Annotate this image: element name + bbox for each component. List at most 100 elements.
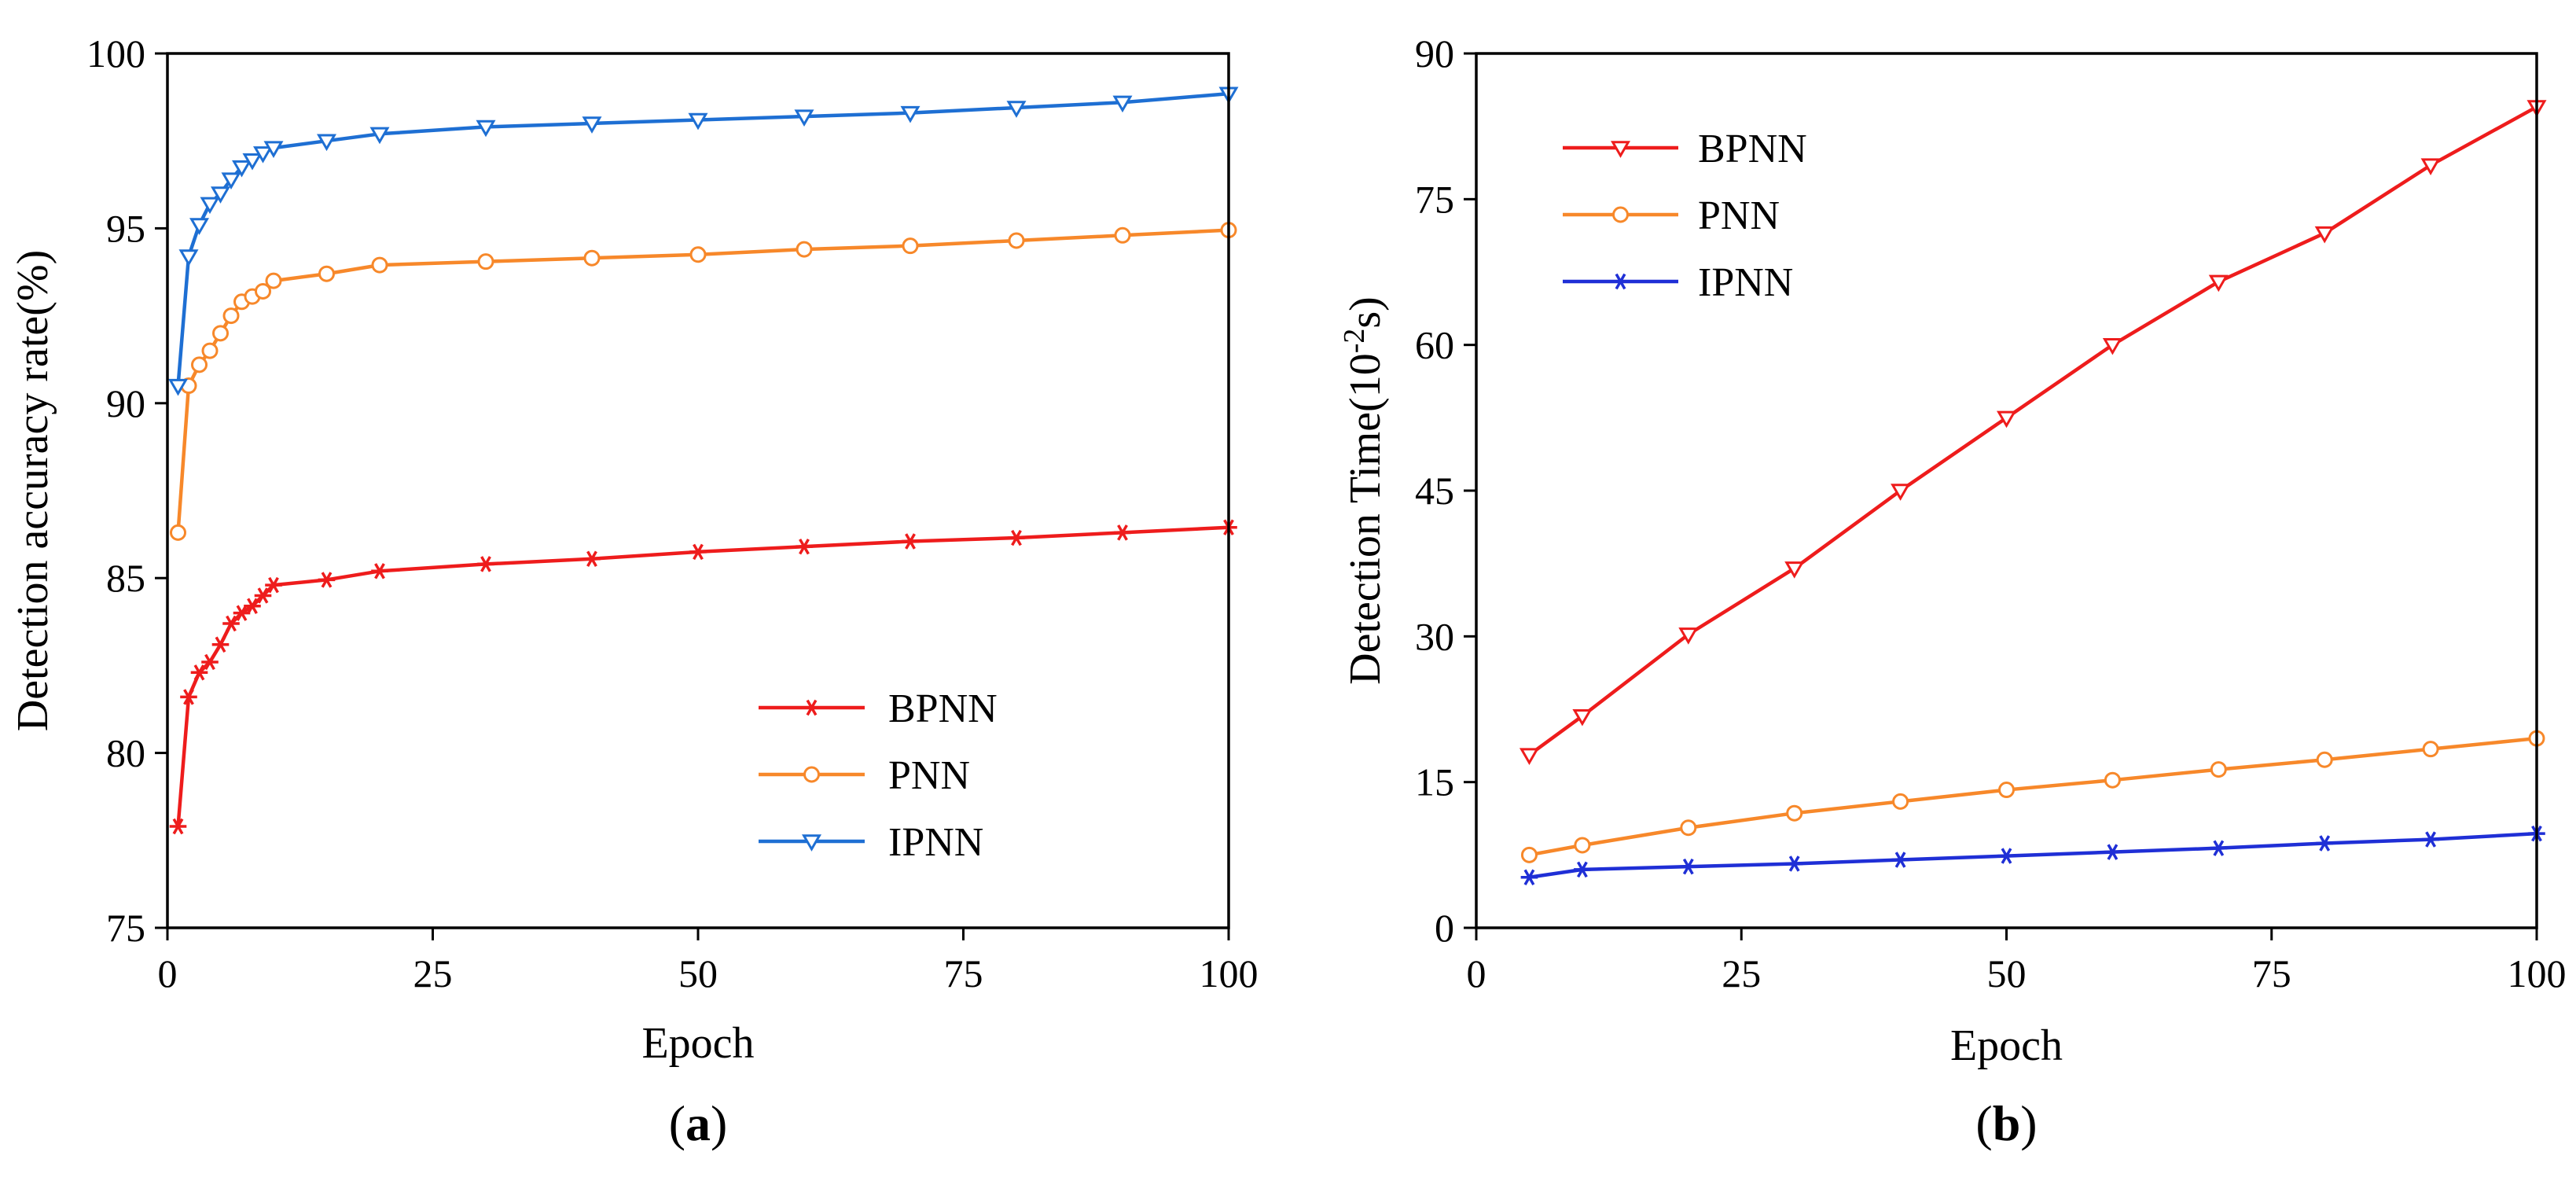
chart-a-pnn-line xyxy=(176,228,1229,533)
chart-a-x-axis-label: Epoch xyxy=(641,1019,754,1068)
chart-b-legend-ipnn-label: IPNN xyxy=(1698,260,1793,305)
chart-b-bpnn-point xyxy=(1678,627,1699,645)
chart-a-bpnn-point xyxy=(201,653,219,671)
chart-a-bpnn-point xyxy=(318,572,336,588)
chart-a-ipnn-point xyxy=(688,112,708,131)
chart-b-bpnn-point xyxy=(1996,410,2017,429)
chart-a-legend-bpnn-label: BPNN xyxy=(888,686,998,731)
chart-b-ipnn-point xyxy=(2316,835,2333,852)
chart-a-bpnn-point xyxy=(244,598,261,615)
chart-a-plot-frame xyxy=(166,52,1230,929)
chart-a-ipnn-point xyxy=(210,186,231,204)
chart-a-pnn-point xyxy=(212,325,229,342)
chart-a-y-tick-label: 75 xyxy=(106,906,145,950)
chart-a-legend-pnn-marker xyxy=(803,766,820,783)
chart-b-ipnn-point xyxy=(1520,869,1538,885)
chart-a-y-tick-label: 85 xyxy=(106,556,145,600)
chart-a-pnn-point xyxy=(689,246,707,263)
chart-a-ipnn-point xyxy=(242,153,263,171)
chart-a-ipnn-point xyxy=(582,116,602,134)
chart-a-y-tick-label: 95 xyxy=(106,206,145,250)
chart-a-bpnn-point xyxy=(211,636,230,653)
chart-b-y-tick-label: 45 xyxy=(1415,469,1454,513)
chart-b-x-tick-label: 0 xyxy=(1467,951,1486,995)
chart-a-x-tick-label: 75 xyxy=(944,951,983,995)
chart-a-legend-ipnn-label: IPNN xyxy=(888,820,983,865)
chart-b-legend-bpnn-marker xyxy=(1610,141,1631,158)
chart-a-ipnn-point xyxy=(263,141,284,158)
chart-a-bpnn-point xyxy=(689,543,707,561)
chart-b-x-tick-label: 100 xyxy=(2508,951,2567,995)
chart-a-panel-label: (a) xyxy=(669,1095,728,1151)
chart-a-y-axis-label: Detection accuracy rate(%) xyxy=(9,250,57,731)
chart-b-y-tick-label: 0 xyxy=(1435,906,1454,950)
chart-b-bpnn-point xyxy=(1891,484,1911,501)
chart-a-ipnn-point xyxy=(900,105,921,123)
chart-a-bpnn-point xyxy=(222,615,240,632)
chart-a-pnn-point xyxy=(191,356,208,373)
chart-a-ipnn-point xyxy=(476,120,496,138)
chart-a-pnn-point xyxy=(318,265,335,282)
chart-b-bpnn-point xyxy=(2420,158,2441,175)
chart-a-ipnn-point xyxy=(1006,101,1027,118)
chart-b-pnn-point xyxy=(2422,741,2439,758)
chart-a-ipnn-point xyxy=(167,378,189,396)
chart-b-pnn-point xyxy=(2210,761,2227,778)
chart-a-ipnn-point xyxy=(1112,95,1133,113)
chart-panel-b: 0 25 50 75 100 0 15 30 45 60 75 90 Epoch Detection Ti… xyxy=(1338,31,2567,1151)
chart-a-x-tick-label: 0 xyxy=(158,951,178,995)
chart-b-ipnn-point xyxy=(1785,855,1803,872)
chart-b-ipnn-point xyxy=(1891,852,1909,868)
chart-a-bpnn-point xyxy=(169,818,187,835)
chart-b-ipnn-point xyxy=(1680,858,1697,875)
chart-a-ipnn-point xyxy=(178,249,199,267)
chart-b-bpnn-point xyxy=(2102,337,2122,355)
chart-b-legend-pnn-label: PNN xyxy=(1698,193,1780,238)
chart-b-x-tick-label: 50 xyxy=(1987,951,2027,995)
chart-b-pnn-point xyxy=(2104,771,2121,789)
chart-b-y-tick-label: 75 xyxy=(1415,177,1454,221)
chart-a-y-tick-label: 90 xyxy=(106,381,145,425)
chart-b-pnn-point xyxy=(1680,819,1697,837)
chart-a-bpnn-point xyxy=(796,538,813,555)
chart-a-ipnn-point xyxy=(316,134,337,152)
chart-a-y-tick-label: 80 xyxy=(106,731,145,775)
chart-b-legend-ipnn-marker xyxy=(1611,273,1630,290)
chart-a-bpnn-point xyxy=(583,550,601,567)
chart-a-bpnn-point xyxy=(233,605,251,621)
chart-a-pnn-point xyxy=(170,524,186,541)
chart-b-bpnn-point xyxy=(2208,274,2229,292)
chart-a-x-tick-label: 50 xyxy=(678,951,718,995)
chart-a-bpnn-point xyxy=(254,587,272,604)
chart-a-ipnn-point xyxy=(369,127,390,145)
chart-a-x-tick-label: 25 xyxy=(413,951,453,995)
chart-b-pnn-line xyxy=(1529,736,2537,857)
chart-a-bpnn-point xyxy=(180,689,197,705)
chart-a-y-tick-label: 100 xyxy=(86,31,145,75)
chart-a-ipnn-line xyxy=(176,91,1229,386)
chart-a-legend-pnn-label: PNN xyxy=(888,753,970,798)
chart-a-bpnn-point xyxy=(1008,529,1025,546)
chart-b-bpnn-point xyxy=(1519,748,1539,765)
chart-b-pnn-point xyxy=(2316,751,2333,768)
chart-b-pnn-point xyxy=(1520,846,1538,863)
chart-a-pnn-point xyxy=(371,256,388,274)
chart-a-pnn-point xyxy=(201,342,219,359)
chart-b-x-tick-label: 25 xyxy=(1722,951,1761,995)
chart-a-legend-ipnn-marker xyxy=(801,834,822,852)
chart-a-bpnn-point xyxy=(477,556,494,572)
chart-a-pnn-point xyxy=(265,272,282,289)
chart-b-ipnn-point xyxy=(1574,861,1591,878)
chart-b-legend-pnn-marker xyxy=(1612,206,1629,223)
chart-a-pnn-point xyxy=(1114,226,1131,244)
chart-b-pnn-point xyxy=(1574,837,1591,854)
chart-b-bpnn-point xyxy=(1784,561,1805,579)
chart-a-bpnn-point xyxy=(1114,524,1131,541)
chart-b-ipnn-point xyxy=(2422,831,2439,848)
chart-a-pnn-point xyxy=(583,249,601,267)
chart-b-legend-bpnn-label: BPNN xyxy=(1698,127,1807,171)
chart-b-bpnn-line xyxy=(1528,105,2538,756)
chart-b-y-tick-label: 30 xyxy=(1415,614,1454,658)
chart-a-bpnn-point xyxy=(265,576,282,594)
